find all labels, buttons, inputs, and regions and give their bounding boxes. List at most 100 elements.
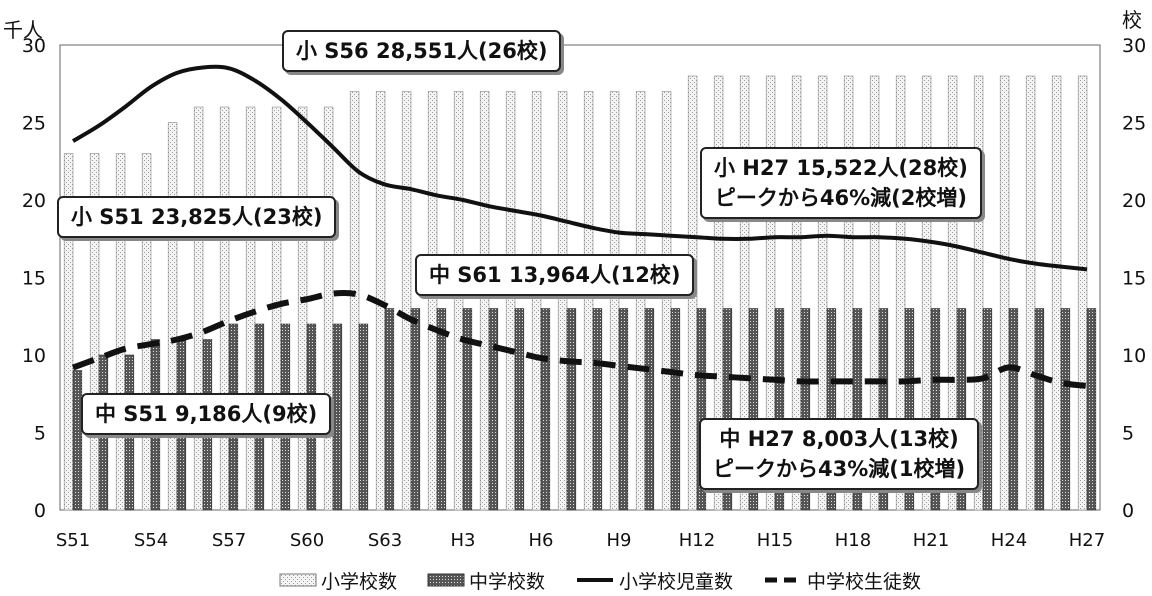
bar-junior-schools — [878, 308, 889, 511]
bar-elementary-schools — [791, 75, 802, 511]
annotation-elementary-h27: 小 H27 15,522人(28校) ピークから46%減(2校増) — [700, 147, 982, 219]
bar-junior-schools — [1086, 308, 1097, 511]
bar-junior-schools — [72, 370, 83, 511]
legend: 小学校数 中学校数 小学校児童数 中学校生徒数 — [200, 566, 1000, 594]
x-tick-label: S57 — [212, 530, 246, 551]
bar-junior-schools — [514, 308, 525, 511]
bar-elementary-schools — [583, 91, 594, 511]
y-tick-label-left: 20 — [22, 190, 46, 212]
bar-elementary-schools — [245, 106, 256, 511]
legend-label-junior-schools: 中学校数 — [468, 570, 545, 593]
bar-elementary-schools — [219, 106, 230, 511]
bar-elementary-schools — [323, 106, 334, 511]
bar-elementary-schools — [479, 91, 490, 511]
bar-elementary-schools — [609, 91, 620, 511]
bar-junior-schools — [488, 308, 499, 511]
bar-junior-schools — [826, 308, 837, 511]
x-tick-label: S60 — [290, 530, 324, 551]
bar-elementary-schools — [427, 91, 438, 511]
bar-junior-schools — [436, 308, 447, 511]
y-tick-label-left: 0 — [34, 500, 46, 522]
bar-elementary-schools — [531, 91, 542, 511]
y-tick-label-left: 5 — [34, 423, 46, 445]
legend-item-junior-students: 中学校生徒数 — [763, 567, 921, 594]
legend-label-junior-students: 中学校生徒数 — [807, 570, 922, 593]
annotation-junior-h27-line2: ピークから43%減(1校増) — [713, 457, 966, 481]
bar-junior-schools — [1034, 308, 1045, 511]
bar-elementary-schools — [739, 75, 750, 511]
bar-elementary-schools — [297, 106, 308, 511]
annotation-elementary-s51: 小 S51 23,825人(23校) — [57, 196, 337, 238]
legend-item-junior-schools: 中学校数 — [427, 567, 545, 594]
bar-elementary-schools — [713, 75, 724, 511]
y-tick-label-right: 20 — [1122, 190, 1146, 212]
legend-label-elementary-schools: 小学校数 — [320, 570, 397, 593]
y-tick-label-left: 10 — [22, 345, 46, 367]
bar-junior-schools — [774, 308, 785, 511]
bar-elementary-schools — [947, 75, 958, 511]
bar-junior-schools — [800, 308, 811, 511]
legend-swatch-elementary-schools — [279, 573, 317, 587]
annotation-junior-h27: 中 H27 8,003人(13校) ピークから43%減(1校増) — [699, 418, 980, 490]
bar-junior-schools — [566, 308, 577, 511]
y-tick-label-right: 30 — [1122, 35, 1146, 57]
annotation-elementary-s56: 小 S56 28,551人(26校) — [282, 30, 562, 72]
x-tick-label: H18 — [835, 530, 871, 551]
x-tick-label: H9 — [607, 530, 632, 551]
y-tick-label-left: 15 — [22, 268, 46, 290]
annotation-elementary-h27-line1: 小 H27 15,522人(28校) — [714, 156, 968, 180]
y-tick-label-left: 30 — [22, 35, 46, 57]
bar-elementary-schools — [895, 75, 906, 511]
bar-junior-schools — [722, 308, 733, 511]
legend-swatch-junior-schools — [427, 573, 465, 587]
bar-junior-schools — [904, 308, 915, 511]
x-tick-label: S51 — [56, 530, 90, 551]
bar-junior-schools — [982, 308, 993, 511]
bar-elementary-schools — [1025, 75, 1036, 511]
bar-junior-schools — [540, 308, 551, 511]
line-junior-students — [71, 290, 1088, 389]
x-tick-label: H12 — [679, 530, 715, 551]
bar-junior-schools — [332, 323, 343, 511]
y-axis-right-label: 校 — [1122, 8, 1142, 32]
bar-elementary-schools — [453, 91, 464, 511]
y-axis-left-label: 千人 — [3, 18, 43, 42]
y-tick-label-right: 15 — [1122, 268, 1146, 290]
y-tick-label-left: 25 — [22, 113, 46, 135]
bar-elementary-schools — [141, 153, 152, 511]
legend-item-elementary-schools: 小学校数 — [279, 567, 397, 594]
bar-elementary-schools — [999, 75, 1010, 511]
x-tick-label: H15 — [757, 530, 793, 551]
bar-junior-schools — [1060, 308, 1071, 511]
annotation-junior-h27-line1: 中 H27 8,003人(13校) — [719, 427, 959, 451]
bar-junior-schools — [462, 308, 473, 511]
bar-elementary-schools — [349, 91, 360, 511]
legend-label-elementary-students: 小学校児童数 — [619, 570, 734, 593]
bar-junior-schools — [644, 308, 655, 511]
bar-junior-schools — [696, 308, 707, 511]
bar-junior-schools — [618, 308, 629, 511]
annotation-junior-s61: 中 S61 13,964人(12校) — [415, 254, 695, 296]
legend-item-elementary-students: 小学校児童数 — [575, 567, 733, 594]
legend-swatch-junior-students — [765, 577, 802, 583]
bar-elementary-schools — [193, 106, 204, 511]
bar-junior-schools — [592, 308, 603, 511]
bar-junior-schools — [930, 308, 941, 511]
bar-elementary-schools — [843, 75, 854, 511]
y-tick-label-right: 25 — [1122, 113, 1146, 135]
bar-elementary-schools — [89, 153, 100, 511]
legend-swatch-elementary-students — [577, 578, 613, 582]
bar-elementary-schools — [401, 91, 412, 511]
bar-elementary-schools — [115, 153, 126, 511]
bar-elementary-schools — [635, 91, 646, 511]
x-tick-label: S54 — [134, 530, 168, 551]
bar-junior-schools — [358, 323, 369, 511]
bar-junior-schools — [384, 308, 395, 511]
bar-junior-schools — [956, 308, 967, 511]
bar-elementary-schools — [1077, 75, 1088, 511]
line-elementary-students — [71, 64, 1088, 272]
bar-elementary-schools — [817, 75, 828, 511]
x-tick-label: H24 — [991, 530, 1027, 551]
bar-elementary-schools — [505, 91, 516, 511]
